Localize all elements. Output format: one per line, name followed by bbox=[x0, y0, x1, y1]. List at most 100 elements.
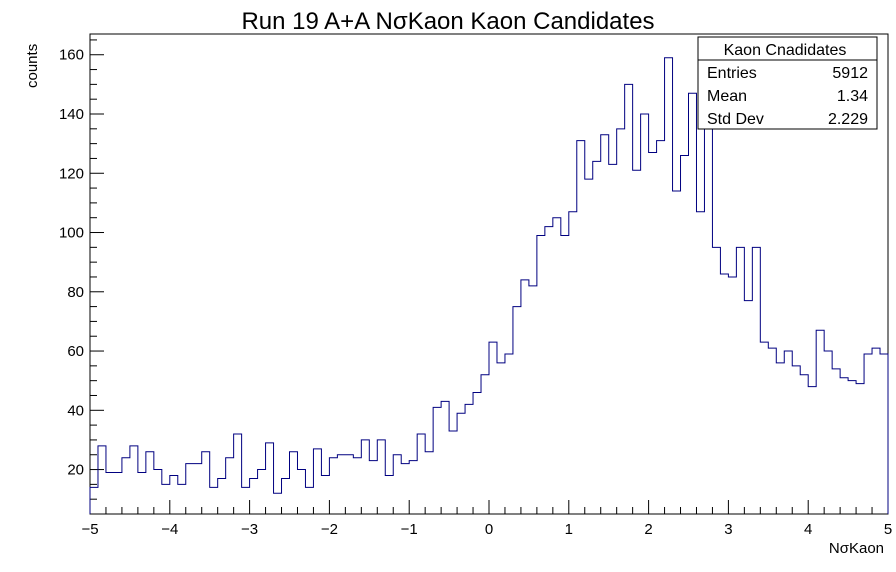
histogram-bin bbox=[505, 354, 513, 514]
histogram-bin bbox=[657, 141, 665, 514]
y-tick-label: 120 bbox=[59, 165, 84, 182]
x-tick-label: 3 bbox=[724, 521, 732, 538]
stats-stddev-value: 2.229 bbox=[828, 111, 868, 128]
histogram-bin bbox=[673, 191, 681, 514]
histogram-bin bbox=[736, 247, 744, 514]
histogram-bin bbox=[609, 164, 617, 514]
histogram-bin bbox=[114, 473, 122, 514]
histogram-bin bbox=[569, 212, 577, 514]
histogram-outline bbox=[89, 57, 889, 514]
histogram-bin bbox=[744, 301, 752, 514]
histogram-bin bbox=[146, 452, 154, 514]
stats-entries-label: Entries bbox=[707, 65, 757, 82]
stats-entries-value: 5912 bbox=[832, 65, 868, 82]
histogram-bin bbox=[90, 487, 98, 514]
histogram-bin bbox=[537, 235, 545, 514]
histogram-bin bbox=[305, 487, 313, 514]
histogram-bin bbox=[321, 475, 329, 514]
histogram-bin bbox=[178, 484, 186, 514]
chart-title: Run 19 A+A NσKaon Kaon Candidates bbox=[241, 8, 654, 35]
histogram-bin bbox=[393, 455, 401, 514]
histogram-bin bbox=[864, 354, 872, 514]
histogram-bin bbox=[266, 443, 274, 514]
histogram-bin bbox=[258, 470, 266, 514]
histogram-bin bbox=[282, 478, 290, 514]
x-tick-label: 5 bbox=[884, 521, 892, 538]
histogram-bin bbox=[689, 93, 697, 514]
histogram-bin bbox=[720, 274, 728, 514]
histogram-bin bbox=[329, 458, 337, 514]
histogram-bin bbox=[210, 487, 218, 514]
histogram-bin bbox=[401, 464, 409, 514]
histogram-bin bbox=[776, 363, 784, 514]
histogram-bin bbox=[361, 440, 369, 514]
histogram-bin bbox=[481, 375, 489, 514]
stats-mean-label: Mean bbox=[707, 88, 747, 105]
histogram-bin bbox=[433, 407, 441, 514]
histogram-bin bbox=[816, 330, 824, 514]
histogram-bin bbox=[760, 342, 768, 514]
y-tick-label: 60 bbox=[67, 343, 84, 360]
histogram-bin bbox=[880, 354, 888, 514]
stats-box-title: Kaon Cnadidates bbox=[724, 42, 847, 59]
stats-stddev-label: Std Dev bbox=[707, 111, 764, 128]
y-tick-label: 100 bbox=[59, 225, 84, 242]
histogram-bin bbox=[513, 307, 521, 514]
y-tick-label: 140 bbox=[59, 106, 84, 123]
histogram-bin bbox=[601, 135, 609, 514]
histogram-bin bbox=[98, 446, 106, 514]
histogram-bin bbox=[824, 351, 832, 514]
histogram-bin bbox=[297, 470, 305, 514]
y-tick-label: 80 bbox=[67, 284, 84, 301]
x-axis: −5 −4 −3 −2 −1 0 1 2 3 4 5 bbox=[81, 500, 892, 538]
histogram-bin bbox=[353, 458, 361, 514]
histogram-bin bbox=[641, 114, 649, 514]
histogram-bin bbox=[856, 384, 864, 514]
x-tick-label: −4 bbox=[161, 521, 178, 538]
histogram-bin bbox=[649, 153, 657, 514]
histogram-bin bbox=[417, 434, 425, 514]
histogram-bin bbox=[377, 440, 385, 514]
histogram-bin bbox=[194, 464, 202, 514]
x-tick-label: −5 bbox=[81, 521, 98, 538]
histogram-bin bbox=[808, 387, 816, 514]
histogram-bin bbox=[274, 493, 282, 514]
histogram-bin bbox=[696, 212, 704, 514]
histogram-bin bbox=[800, 375, 808, 514]
histogram-bin bbox=[665, 58, 673, 514]
histogram-bin bbox=[186, 464, 194, 514]
histogram-bin bbox=[465, 404, 473, 514]
histogram-bin bbox=[226, 458, 234, 514]
histogram-bin bbox=[234, 434, 242, 514]
histogram-bin bbox=[832, 369, 840, 514]
histogram-bin bbox=[872, 348, 880, 514]
stats-mean-value: 1.34 bbox=[837, 88, 868, 105]
histogram-bin bbox=[154, 470, 162, 514]
histogram-bin bbox=[577, 141, 585, 514]
histogram-bin bbox=[290, 452, 298, 514]
histogram-bin bbox=[625, 84, 633, 514]
histogram-bin bbox=[162, 484, 170, 514]
x-tick-label: 1 bbox=[565, 521, 573, 538]
histogram-bin bbox=[768, 348, 776, 514]
histogram-bin bbox=[122, 458, 130, 514]
histogram-bin bbox=[521, 280, 529, 514]
x-tick-label: 2 bbox=[644, 521, 652, 538]
x-axis-title: NσKaon bbox=[829, 540, 884, 557]
histogram-bin bbox=[529, 286, 537, 514]
histogram-bin bbox=[489, 342, 497, 514]
x-tick-label: −3 bbox=[241, 521, 258, 538]
histogram-bin bbox=[545, 227, 553, 514]
histogram-bin bbox=[848, 381, 856, 514]
histogram-bin bbox=[337, 455, 345, 514]
y-tick-label: 20 bbox=[67, 462, 84, 479]
histogram-bin bbox=[473, 393, 481, 514]
histogram-bin bbox=[409, 461, 417, 514]
y-axis: 20 40 60 80 100 120 140 160 bbox=[59, 39, 104, 500]
histogram-bin bbox=[593, 161, 601, 514]
x-tick-label: 0 bbox=[485, 521, 493, 538]
x-tick-label: −1 bbox=[401, 521, 418, 538]
histogram-bin bbox=[457, 413, 465, 514]
histogram-bin bbox=[242, 487, 250, 514]
